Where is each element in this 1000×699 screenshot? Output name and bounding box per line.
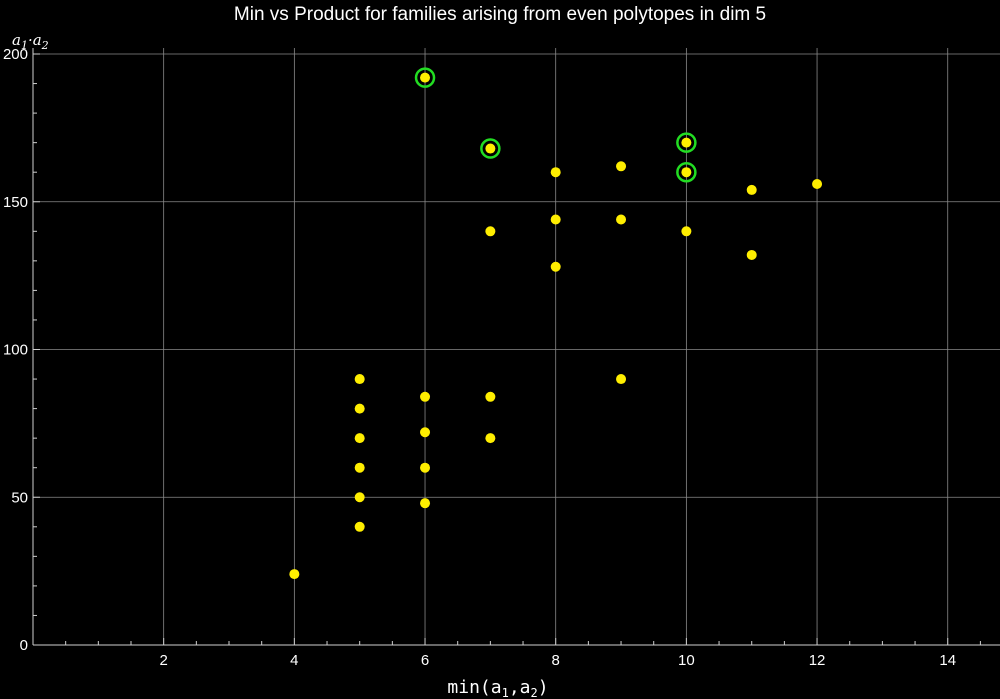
data-point <box>420 427 431 438</box>
highlighted-data-point <box>420 72 431 83</box>
x-axis-label: min(a1,a2) <box>447 677 548 699</box>
highlighted-data-point <box>681 167 692 178</box>
data-point <box>354 433 365 444</box>
data-points <box>289 67 823 580</box>
data-point <box>354 492 365 503</box>
data-point <box>354 521 365 532</box>
data-point <box>550 214 561 225</box>
y-tick-label: 100 <box>3 342 28 359</box>
y-tick-label: 200 <box>3 46 28 63</box>
data-point <box>616 214 627 225</box>
y-tick-label: 50 <box>11 489 28 506</box>
data-point <box>289 569 300 580</box>
data-point <box>812 179 823 190</box>
data-point <box>354 374 365 385</box>
highlight-ring <box>480 138 501 159</box>
data-point <box>550 167 561 178</box>
highlight-ring <box>676 132 697 153</box>
x-tick-label: 6 <box>421 652 429 669</box>
x-tick-label: 4 <box>290 652 298 669</box>
highlight-ring <box>676 161 697 183</box>
x-tick-label: 12 <box>809 652 826 669</box>
y-axis-label: a1·a2 <box>12 31 49 52</box>
data-point <box>485 391 496 402</box>
grid-lines <box>33 48 1000 646</box>
data-point <box>616 161 627 172</box>
data-point <box>420 391 431 402</box>
chart-title: Min vs Product for families arising from… <box>233 4 767 25</box>
data-point <box>354 462 365 473</box>
x-tick-label: 8 <box>552 652 560 669</box>
tick-labels: 2 4 6 8 10 12 14 0 50 100 150 200 <box>3 46 956 669</box>
axes <box>32 48 1000 646</box>
x-tick-label: 10 <box>678 652 695 669</box>
highlighted-data-point <box>681 137 692 148</box>
tick-marks <box>33 53 981 645</box>
data-point <box>354 403 365 414</box>
data-point <box>746 249 757 260</box>
data-point <box>616 374 627 385</box>
x-tick-label: 14 <box>939 652 956 669</box>
x-tick-label: 2 <box>160 652 168 669</box>
data-point <box>681 226 692 237</box>
y-tick-label: 0 <box>20 637 28 654</box>
highlighted-data-point <box>485 143 496 154</box>
data-point <box>485 226 496 237</box>
data-point <box>550 261 561 272</box>
data-point <box>746 184 757 195</box>
data-point <box>485 433 496 444</box>
y-tick-label: 150 <box>3 194 28 211</box>
data-point <box>420 462 431 473</box>
highlight-ring <box>414 67 436 88</box>
data-point <box>420 498 431 509</box>
